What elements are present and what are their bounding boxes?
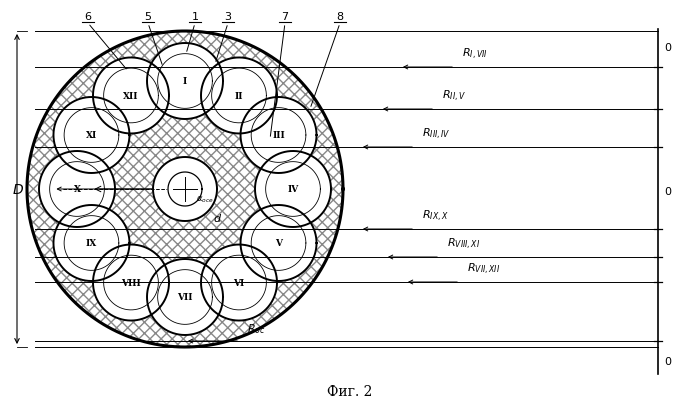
Polygon shape (53, 205, 129, 281)
Text: 7: 7 (282, 12, 289, 22)
Polygon shape (39, 152, 115, 227)
Text: $R_{VIII,XI}$: $R_{VIII,XI}$ (447, 236, 480, 252)
Text: $R_{I,VII}$: $R_{I,VII}$ (462, 47, 488, 62)
Polygon shape (255, 152, 331, 227)
Text: 0: 0 (664, 356, 671, 366)
Polygon shape (240, 205, 317, 281)
Text: VI: VI (233, 279, 245, 288)
Polygon shape (27, 32, 343, 347)
Text: 1: 1 (192, 12, 199, 22)
Polygon shape (147, 259, 223, 335)
Text: VIII: VIII (121, 279, 141, 288)
Polygon shape (53, 98, 129, 173)
Text: XI: XI (86, 131, 97, 140)
Text: $R_{II,V}$: $R_{II,V}$ (442, 89, 466, 104)
Text: VII: VII (178, 293, 193, 302)
Text: $D$: $D$ (12, 182, 24, 196)
Text: 0: 0 (664, 43, 671, 53)
Text: 3: 3 (224, 12, 231, 22)
Text: IX: IX (86, 239, 97, 248)
Text: III: III (272, 131, 285, 140)
Text: X: X (73, 185, 80, 194)
Text: $R_{IX,X}$: $R_{IX,X}$ (422, 209, 449, 223)
Text: 8: 8 (336, 12, 344, 22)
Text: IV: IV (287, 185, 298, 194)
Text: Фиг. 2: Фиг. 2 (327, 384, 372, 398)
Polygon shape (93, 58, 169, 134)
Text: $d$: $d$ (213, 211, 222, 223)
Polygon shape (201, 245, 277, 321)
Polygon shape (240, 98, 317, 173)
Text: $R_{III,IV}$: $R_{III,IV}$ (422, 127, 451, 142)
Polygon shape (147, 44, 223, 120)
Polygon shape (201, 58, 277, 134)
Text: $\alpha_{oce}$: $\alpha_{oce}$ (196, 194, 214, 205)
Text: 0: 0 (664, 187, 671, 196)
Polygon shape (168, 173, 202, 207)
Polygon shape (153, 157, 217, 221)
Polygon shape (93, 245, 169, 321)
Text: $R_{oc}$: $R_{oc}$ (247, 321, 266, 335)
Text: $R_{VII,XII}$: $R_{VII,XII}$ (467, 261, 500, 276)
Text: II: II (235, 92, 243, 101)
Text: 6: 6 (85, 12, 92, 22)
Text: 5: 5 (145, 12, 152, 22)
Text: XII: XII (123, 92, 138, 101)
Text: I: I (183, 77, 187, 86)
Text: V: V (275, 239, 282, 248)
